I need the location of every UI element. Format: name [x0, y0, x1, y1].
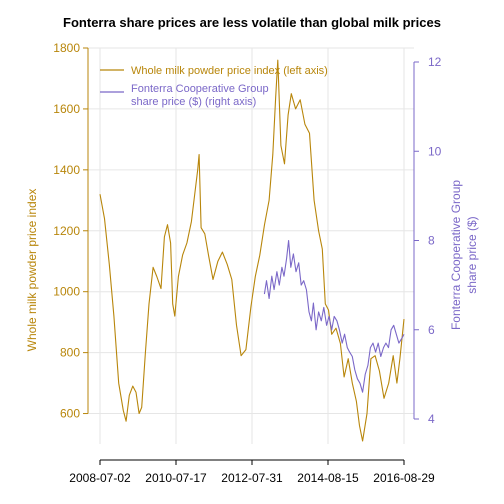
axes-layer: 600 800 1000 1200 1400 1600 1800 4 6 8 10 12 2008-07… [53, 41, 441, 485]
right-axis-label-line-2: share price ($) [465, 216, 479, 293]
left-axis-label: Whole milk powder price index [25, 189, 39, 352]
right-tick-label: 10 [428, 144, 442, 158]
legend-label-milk: Whole milk powder price index (left axis… [131, 65, 328, 77]
x-tick-label: 2010-07-17 [145, 471, 207, 485]
x-tick-label: 2012-07-31 [221, 471, 283, 485]
grid-layer [88, 47, 414, 444]
legend-label-fonterra-line-1: Fonterra Cooperative Group [131, 83, 269, 95]
right-tick-label: 8 [428, 234, 435, 248]
left-tick-label: 1400 [53, 163, 80, 177]
series-line-fonterra [263, 239, 405, 393]
series-layer [99, 59, 405, 442]
right-tick-label: 12 [428, 55, 442, 69]
left-tick-label: 1800 [53, 41, 80, 55]
series-line-milk-powder [99, 59, 405, 442]
x-tick-label: 2014-08-15 [297, 471, 359, 485]
left-tick-label: 1200 [53, 224, 80, 238]
chart-title: Fonterra share prices are less volatile … [63, 15, 441, 30]
legend: Whole milk powder price index (left axis… [100, 65, 328, 108]
x-tick-label: 2016-08-29 [373, 471, 435, 485]
right-tick-label: 4 [428, 412, 435, 426]
left-tick-label: 600 [60, 407, 80, 421]
left-tick-label: 1000 [53, 285, 80, 299]
right-tick-label: 6 [428, 323, 435, 337]
legend-label-fonterra-line-2: share price ($) (right axis) [131, 96, 256, 108]
left-tick-label: 1600 [53, 102, 80, 116]
x-tick-label: 2008-07-02 [69, 471, 131, 485]
left-tick-label: 800 [60, 346, 80, 360]
right-axis-label-line-1: Fonterra Cooperative Group [449, 180, 463, 330]
